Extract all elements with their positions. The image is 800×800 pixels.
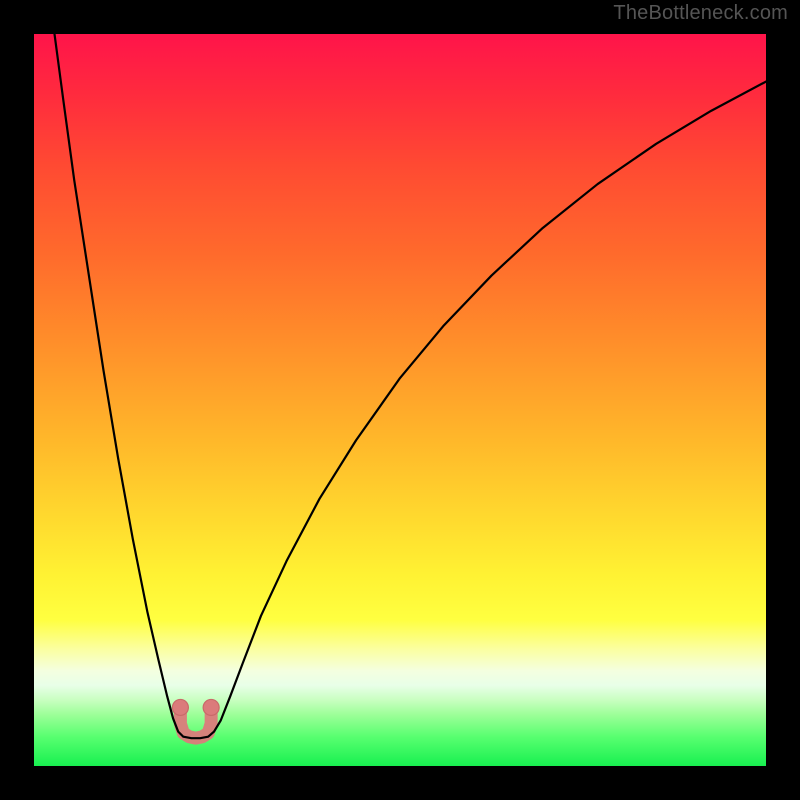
branding-label[interactable]: TheBottleneck.com (613, 2, 788, 25)
gradient-rect (34, 34, 766, 766)
stage: TheBottleneck.com (0, 0, 800, 800)
gradient-background (34, 34, 766, 766)
plot-area (34, 34, 766, 766)
